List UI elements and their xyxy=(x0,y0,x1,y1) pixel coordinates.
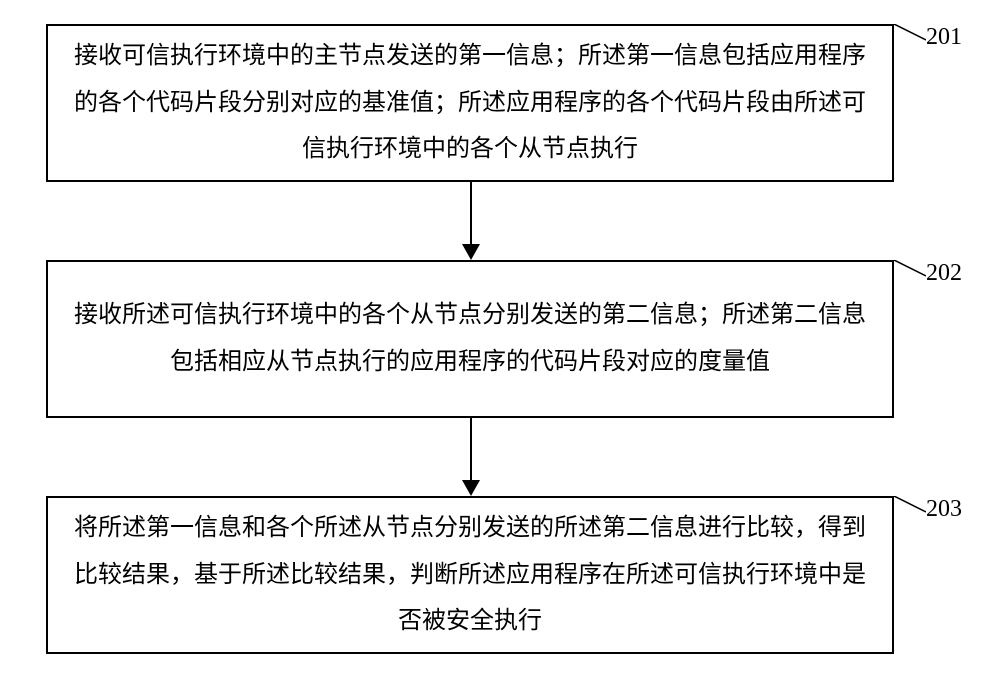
flowchart-node: 接收可信执行环境中的主节点发送的第一信息；所述第一信息包括应用程序的各个代码片段… xyxy=(46,24,894,182)
node-text: 将所述第一信息和各个所述从节点分别发送的所述第二信息进行比较，得到比较结果，基于… xyxy=(72,505,868,645)
flowchart-node: 接收所述可信执行环境中的各个从节点分别发送的第二信息；所述第二信息包括相应从节点… xyxy=(46,260,894,418)
label-connector xyxy=(894,496,926,516)
flow-arrow-head xyxy=(462,480,480,496)
flowchart-canvas: 接收可信执行环境中的主节点发送的第一信息；所述第一信息包括应用程序的各个代码片段… xyxy=(0,0,1000,682)
flow-arrow-head xyxy=(462,244,480,260)
node-ref-label: 201 xyxy=(926,24,962,51)
flow-arrow xyxy=(470,182,472,244)
flowchart-node: 将所述第一信息和各个所述从节点分别发送的所述第二信息进行比较，得到比较结果，基于… xyxy=(46,496,894,654)
node-text: 接收可信执行环境中的主节点发送的第一信息；所述第一信息包括应用程序的各个代码片段… xyxy=(72,33,868,173)
node-text: 接收所述可信执行环境中的各个从节点分别发送的第二信息；所述第二信息包括相应从节点… xyxy=(72,292,868,386)
label-connector xyxy=(894,260,926,280)
node-ref-label: 202 xyxy=(926,260,962,287)
node-ref-label: 203 xyxy=(926,496,962,523)
flow-arrow xyxy=(470,418,472,480)
label-connector xyxy=(894,24,926,44)
